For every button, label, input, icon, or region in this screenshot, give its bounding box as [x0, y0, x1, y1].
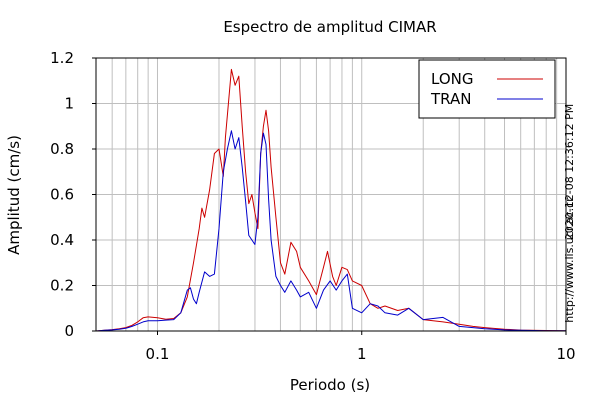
- legend: LONG TRAN: [418, 59, 556, 119]
- x-tick-label: 10: [556, 345, 575, 363]
- series-line-tran: [95, 130, 566, 332]
- y-tick-label: 1.2: [50, 49, 74, 67]
- legend-box: [418, 59, 556, 119]
- y-tick-label: 0.6: [50, 186, 74, 204]
- y-tick-label: 1: [64, 95, 74, 113]
- y-tick-label: 0.2: [50, 277, 74, 295]
- y-axis-label: Amplitud (cm/s): [5, 135, 23, 255]
- x-tick-label: 0.1: [146, 345, 170, 363]
- legend-label-long: LONG: [431, 70, 473, 88]
- axis-ticks: 0.1 1 10 0 0.2 0.4 0.6 0.8 1 1.2: [50, 49, 575, 363]
- y-tick-label: 0.4: [50, 231, 74, 249]
- timestamp-text: 2020-12-08 12:36:12 PM: [563, 104, 576, 240]
- x-tick-label: 1: [357, 345, 367, 363]
- legend-label-tran: TRAN: [430, 90, 471, 108]
- chart-title: Espectro de amplitud CIMAR: [223, 18, 436, 36]
- y-tick-label: 0: [64, 322, 74, 340]
- series-group: [95, 68, 567, 332]
- source-url-text: http://www.lis.ucr.ac.cr: [563, 197, 576, 323]
- x-axis-label: Periodo (s): [290, 376, 370, 394]
- y-tick-label: 0.8: [50, 140, 74, 158]
